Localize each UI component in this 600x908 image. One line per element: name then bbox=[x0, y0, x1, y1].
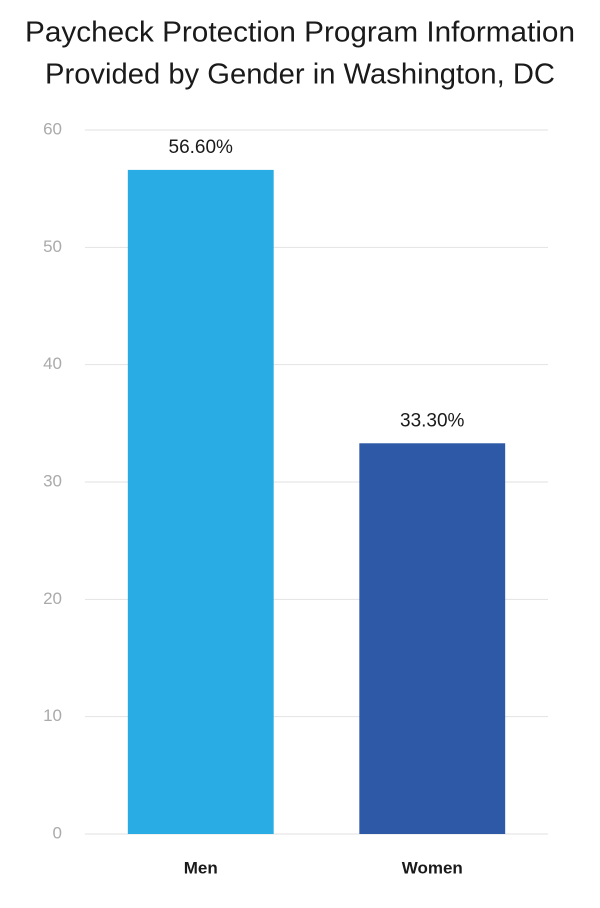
y-tick-label: 40 bbox=[43, 354, 62, 373]
y-tick-label: 20 bbox=[43, 589, 62, 608]
y-tick-label: 0 bbox=[53, 823, 62, 842]
value-label: 33.30% bbox=[400, 410, 465, 431]
x-tick-label: Men bbox=[184, 858, 218, 877]
x-tick-label: Women bbox=[402, 858, 463, 877]
y-tick-label: 50 bbox=[43, 237, 62, 256]
bar bbox=[359, 443, 506, 834]
chart-title: Paycheck Protection Program Information bbox=[25, 17, 575, 49]
y-tick-label: 60 bbox=[43, 119, 62, 138]
y-tick-label: 10 bbox=[43, 706, 62, 725]
chart-title: Provided by Gender in Washington, DC bbox=[45, 59, 555, 91]
value-label: 56.60% bbox=[169, 137, 234, 158]
bar bbox=[127, 169, 274, 835]
y-tick-label: 30 bbox=[43, 471, 62, 490]
